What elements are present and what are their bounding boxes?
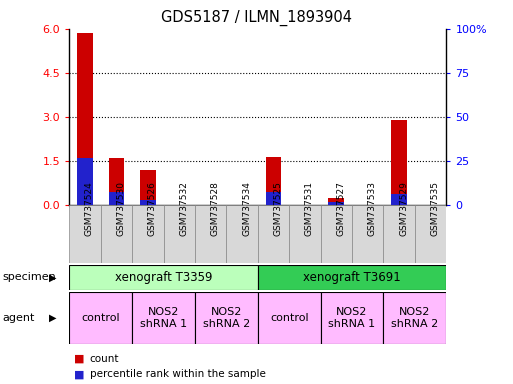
Text: GSM737527: GSM737527 xyxy=(337,181,345,236)
Text: GSM737531: GSM737531 xyxy=(305,181,314,236)
Bar xyxy=(391,194,407,205)
Text: GSM737525: GSM737525 xyxy=(273,181,283,236)
Text: NOS2
shRNA 2: NOS2 shRNA 2 xyxy=(203,307,250,329)
Bar xyxy=(69,292,132,344)
Bar xyxy=(69,265,258,290)
Text: GSM737528: GSM737528 xyxy=(211,181,220,236)
Bar xyxy=(289,205,321,263)
Bar xyxy=(69,205,101,263)
Bar xyxy=(266,157,281,205)
Text: GDS5187 / ILMN_1893904: GDS5187 / ILMN_1893904 xyxy=(161,10,352,26)
Bar xyxy=(258,265,446,290)
Text: ■: ■ xyxy=(74,354,85,364)
Bar xyxy=(140,170,155,205)
Bar xyxy=(266,192,281,205)
Bar xyxy=(132,292,195,344)
Bar xyxy=(383,292,446,344)
Text: ▶: ▶ xyxy=(49,313,56,323)
Text: ▶: ▶ xyxy=(49,272,56,283)
Text: GSM737526: GSM737526 xyxy=(148,181,157,236)
Bar xyxy=(140,200,155,205)
Text: count: count xyxy=(90,354,120,364)
Bar xyxy=(321,205,352,263)
Text: GSM737534: GSM737534 xyxy=(242,181,251,236)
Bar xyxy=(415,205,446,263)
Text: control: control xyxy=(82,313,120,323)
Text: GSM737535: GSM737535 xyxy=(430,181,440,236)
Text: NOS2
shRNA 1: NOS2 shRNA 1 xyxy=(140,307,187,329)
Text: ■: ■ xyxy=(74,369,85,379)
Text: control: control xyxy=(270,313,308,323)
Text: NOS2
shRNA 1: NOS2 shRNA 1 xyxy=(328,307,376,329)
Text: percentile rank within the sample: percentile rank within the sample xyxy=(90,369,266,379)
Text: GSM737524: GSM737524 xyxy=(85,181,94,236)
Text: GSM737529: GSM737529 xyxy=(399,181,408,236)
Bar xyxy=(195,205,226,263)
Text: specimen: specimen xyxy=(3,272,56,283)
Bar xyxy=(328,202,344,205)
Bar xyxy=(328,198,344,205)
Bar xyxy=(164,205,195,263)
Text: GSM737532: GSM737532 xyxy=(179,181,188,236)
Bar xyxy=(132,205,164,263)
Text: agent: agent xyxy=(3,313,35,323)
Text: xenograft T3691: xenograft T3691 xyxy=(303,271,401,284)
Bar xyxy=(109,192,124,205)
Bar xyxy=(391,120,407,205)
Bar xyxy=(109,158,124,205)
Bar xyxy=(77,158,93,205)
Bar xyxy=(77,33,93,205)
Bar xyxy=(352,205,383,263)
Bar xyxy=(195,292,258,344)
Bar xyxy=(258,205,289,263)
Text: NOS2
shRNA 2: NOS2 shRNA 2 xyxy=(391,307,439,329)
Text: GSM737533: GSM737533 xyxy=(368,181,377,236)
Bar xyxy=(383,205,415,263)
Text: GSM737530: GSM737530 xyxy=(116,181,125,236)
Bar xyxy=(258,292,321,344)
Bar xyxy=(101,205,132,263)
Bar xyxy=(321,292,383,344)
Text: xenograft T3359: xenograft T3359 xyxy=(115,271,212,284)
Bar xyxy=(226,205,258,263)
